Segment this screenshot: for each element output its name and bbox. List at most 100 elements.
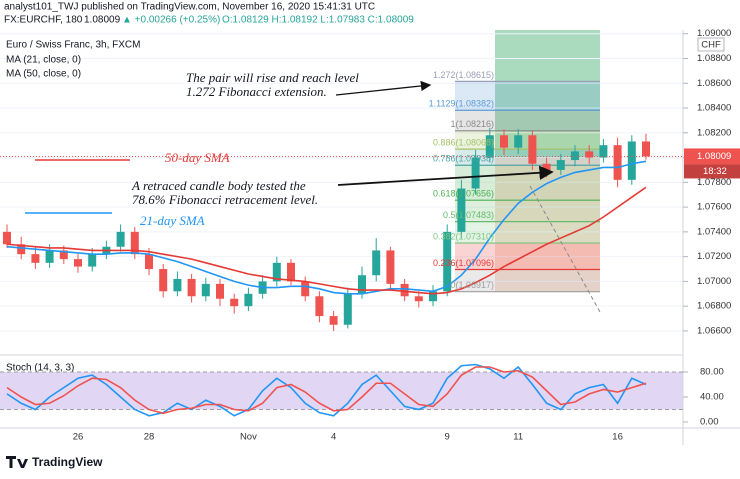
candle-body xyxy=(59,250,68,260)
y-tick-label: 1.08400 xyxy=(697,103,731,114)
candle-body xyxy=(414,296,423,302)
currency: CHF xyxy=(701,40,721,51)
symbol: FX:EURCHF, 180 xyxy=(4,15,83,26)
candle-body xyxy=(216,283,224,299)
moving-average xyxy=(6,186,647,295)
candle-body xyxy=(17,244,26,255)
brand: TradingView xyxy=(32,455,103,469)
x-tick-label: 26 xyxy=(73,432,84,443)
annotation: 21-day SMA xyxy=(140,213,205,228)
candle-body xyxy=(528,135,537,164)
candle-body xyxy=(45,250,54,263)
x-tick-label: Nov xyxy=(240,432,257,443)
candle-body xyxy=(187,278,196,297)
publish-line: analyst101_TWJ published on TradingView.… xyxy=(4,2,375,13)
candle-body xyxy=(116,231,125,247)
annotation: 78.6% Fibonacci retracement level. xyxy=(132,192,318,207)
y-tick-label: 1.09000 xyxy=(697,28,731,39)
candle-body xyxy=(74,259,82,267)
stoch-line xyxy=(6,366,647,415)
candle-body xyxy=(287,262,295,282)
chart-title: Euro / Swiss Franc, 3h, FXCM xyxy=(6,40,140,51)
x-tick-label: 28 xyxy=(144,432,155,443)
arrow xyxy=(335,80,432,96)
candle-body xyxy=(485,135,494,158)
projection-line xyxy=(529,185,601,313)
candle-body xyxy=(500,135,508,148)
annotation: The pair will rise and reach level xyxy=(186,70,359,85)
candle-body xyxy=(343,293,352,325)
candle-body xyxy=(556,160,565,170)
fib-band xyxy=(455,110,600,131)
fib-label: 1(1.08216) xyxy=(450,119,494,129)
candle-body xyxy=(244,293,253,307)
candle-body xyxy=(642,141,650,157)
fib-label: 0.618(1.07656) xyxy=(433,189,494,199)
y-tick-label: 1.07200 xyxy=(697,251,731,262)
candle-body xyxy=(599,145,608,158)
y-tick-label: 80.00 xyxy=(700,367,724,378)
overlays xyxy=(0,30,683,332)
fib-band xyxy=(455,200,600,222)
annotation: 50-day SMA xyxy=(165,150,230,165)
candle-body xyxy=(3,231,11,245)
candle-body xyxy=(31,254,40,263)
change: ▲ +0.00266 (+0.25%) xyxy=(122,15,220,26)
candle-body xyxy=(429,291,437,302)
candle-body xyxy=(329,316,338,325)
arrow xyxy=(337,165,554,186)
ohlc: O:1.08129 H:1.08192 L:1.07983 C:1.08009 xyxy=(222,15,414,26)
annotation: 1.272 Fibonacci extension. xyxy=(186,84,327,99)
candle-body xyxy=(400,283,409,297)
target-zone xyxy=(495,30,600,158)
y-tick-label: 1.07600 xyxy=(697,202,731,213)
fib-label: 0.886(1.08068) xyxy=(433,138,494,148)
fib-label: 0(1.06917) xyxy=(450,280,494,290)
candle-body xyxy=(315,296,324,317)
candle-body xyxy=(443,231,452,292)
annotation: A retraced candle body tested the xyxy=(131,178,306,193)
candle-body xyxy=(230,298,239,307)
fib-band xyxy=(455,243,600,270)
y-tick-label: 1.06600 xyxy=(697,325,731,336)
moving-average xyxy=(6,160,647,295)
y-tick-label: 0.00 xyxy=(700,417,719,428)
fib-band xyxy=(455,221,600,244)
fib-label: 0.786(1.07938) xyxy=(433,154,494,164)
x-tick-label: 4 xyxy=(331,432,336,443)
y-tick-label: 1.08800 xyxy=(697,53,731,64)
countdown: 18:32 xyxy=(703,166,727,177)
candle-body xyxy=(372,250,381,276)
y-tick-label: 1.08600 xyxy=(697,78,731,89)
price-pane xyxy=(0,127,683,331)
candle-body xyxy=(201,283,210,297)
y-tick-label: 1.07000 xyxy=(697,276,731,287)
candle-body xyxy=(471,157,480,189)
candle-body xyxy=(130,231,139,255)
fib-band xyxy=(455,81,600,111)
footer xyxy=(0,447,740,474)
x-tick-label: 11 xyxy=(513,432,523,443)
price-tag xyxy=(684,148,740,165)
candle-body xyxy=(627,141,636,180)
last-price: 1.08009 xyxy=(84,15,121,26)
candle-body xyxy=(514,135,523,148)
candle-body xyxy=(358,275,366,294)
y-tick-label: 1.07800 xyxy=(697,177,731,188)
candle-body xyxy=(613,145,622,180)
fib-label: 0.382(1.07310) xyxy=(433,231,494,241)
candle-body xyxy=(585,151,594,158)
candle-body xyxy=(145,254,153,270)
candle-body xyxy=(571,151,579,161)
candle-body xyxy=(159,269,168,292)
fib-label: 1.1129(1.08382) xyxy=(429,99,494,109)
y-tick-label: 40.00 xyxy=(700,392,724,403)
x-tick-label: 16 xyxy=(612,432,623,443)
y-tick-label: 1.08200 xyxy=(697,127,731,138)
candle-body xyxy=(542,163,551,170)
y-tick-label: 1.06800 xyxy=(697,301,731,312)
price-tag-label: 1.08009 xyxy=(697,151,731,162)
candle-body xyxy=(457,188,466,232)
candle-body xyxy=(272,262,281,282)
